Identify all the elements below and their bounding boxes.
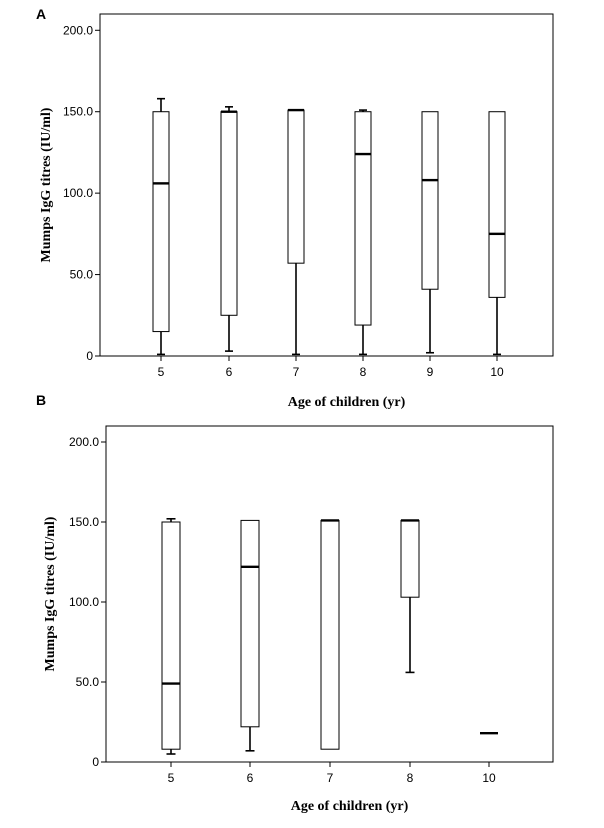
box — [220, 111, 238, 316]
box — [287, 109, 305, 264]
box — [354, 111, 372, 326]
x-tick-label: 10 — [482, 771, 496, 785]
x-tick-label: 6 — [247, 771, 254, 785]
box — [421, 111, 439, 290]
y-tick-label: 150.0 — [63, 105, 93, 119]
box-plot-b: 0 50.0 100.0 150.0 200.0 5 6 7 8 10 Age of childre… — [43, 425, 554, 814]
chart-panel-a: A 0 50.0 100.0 150.0 200.0 5 6 7 8 9 10 Age of chil… — [0, 0, 604, 412]
box-plot-a: 0 50.0 100.0 150.0 200.0 5 6 7 8 9 10 Age of childr… — [39, 13, 554, 410]
y-tick-label: 0 — [86, 349, 93, 363]
box — [152, 111, 170, 333]
x-tick-label: 7 — [327, 771, 334, 785]
panel-label-a: A — [36, 6, 47, 22]
y-tick-label: 50.0 — [70, 268, 94, 282]
plot-frame — [99, 13, 554, 357]
x-tick-label: 9 — [427, 365, 434, 379]
x-tick-label: 6 — [226, 365, 233, 379]
x-tick-label: 10 — [490, 365, 504, 379]
y-tick-label: 200.0 — [69, 435, 99, 449]
box — [161, 521, 181, 750]
y-tick-label: 150.0 — [69, 515, 99, 529]
x-tick-label: 5 — [168, 771, 175, 785]
y-axis-title: Mumps IgG titres (IU/ml) — [39, 107, 54, 262]
x-tick-label: 7 — [293, 365, 300, 379]
box — [400, 519, 420, 598]
x-tick-label: 8 — [360, 365, 367, 379]
panel-label-b: B — [36, 392, 47, 408]
y-tick-label: 200.0 — [63, 23, 93, 37]
box — [240, 519, 260, 728]
chart-panel-b: B 0 50.0 100.0 150.0 200.0 5 6 7 8 10 Age of child… — [0, 392, 604, 828]
box — [320, 519, 340, 750]
y-axis-title: Mumps IgG titres (IU/ml) — [43, 516, 58, 671]
y-tick-label: 100.0 — [63, 186, 93, 200]
y-tick-label: 50.0 — [76, 675, 100, 689]
x-axis-title: Age of children (yr) — [291, 799, 409, 814]
x-tick-label: 8 — [407, 771, 414, 785]
x-axis-title: Age of children (yr) — [288, 395, 406, 410]
box — [488, 111, 506, 298]
x-tick-label: 5 — [158, 365, 165, 379]
y-tick-label: 100.0 — [69, 595, 99, 609]
y-tick-label: 0 — [92, 755, 99, 769]
